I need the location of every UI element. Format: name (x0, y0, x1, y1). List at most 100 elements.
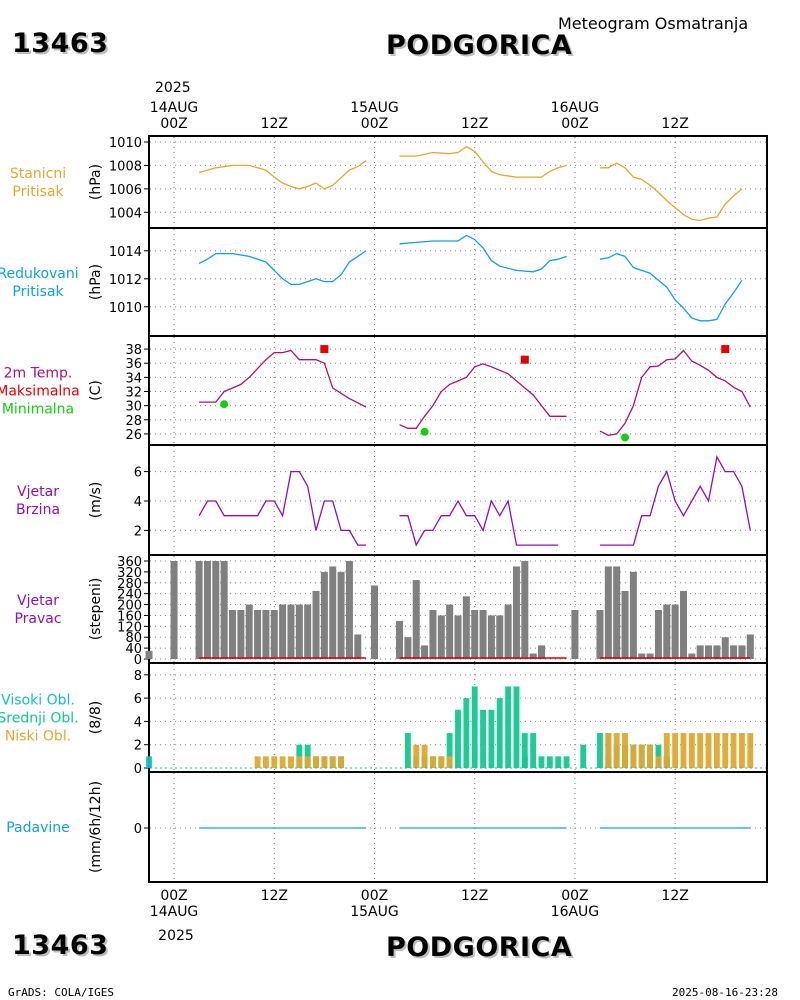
cloud-bar (680, 733, 687, 768)
y-tick-label: 200 (117, 599, 142, 614)
time-label-bottom: 12Z (461, 888, 488, 904)
cloud-bar (271, 756, 278, 768)
y-tick-label: 2 (134, 739, 142, 754)
axis-unit-label: (m/s) (88, 482, 104, 519)
wind-direction-bar (412, 580, 420, 659)
wind-direction-bar (504, 604, 512, 659)
cloud-bar (463, 698, 470, 768)
series-line-temperature (399, 363, 567, 429)
wind-direction-bar (613, 566, 621, 659)
tmin-marker (420, 427, 429, 436)
wind-direction-bar (621, 590, 629, 659)
wind-direction-bar (604, 566, 612, 659)
series-line-pressure-station (198, 160, 367, 190)
panel-title: Niski Obl. (5, 729, 71, 745)
y-tick-label: 4 (134, 715, 142, 730)
time-label-top: 00Z (561, 116, 588, 132)
wind-direction-bar (220, 561, 228, 659)
panel-title: Stanicni (10, 166, 66, 182)
y-tick-label: 4 (134, 495, 142, 510)
time-label-top: 12Z (461, 116, 488, 132)
cloud-bar (597, 733, 603, 768)
wind-direction-bar (421, 645, 429, 659)
wind-direction-bar (487, 615, 495, 659)
y-tick-label: 28 (125, 414, 142, 429)
cloud-bar (638, 744, 645, 768)
cloud-bar (730, 733, 737, 768)
panel-title: Visoki Obl. (1, 693, 75, 709)
cloud-bar (580, 744, 587, 768)
time-label-top: 12Z (261, 116, 288, 132)
wind-direction-bar (145, 650, 153, 659)
time-label-bottom: 00Z (160, 888, 187, 904)
wind-direction-bar (671, 604, 679, 659)
wind-direction-bar (654, 610, 662, 659)
cloud-bar (513, 686, 520, 768)
cloud-bar (421, 744, 428, 768)
wind-direction-bar (663, 604, 671, 659)
cloud-bar (313, 756, 319, 768)
wind-direction-bar (262, 610, 270, 659)
panel-frame-pressure-reduced (148, 227, 768, 337)
wind-direction-bar (462, 596, 470, 659)
wind-direction-bar (295, 604, 303, 659)
panel-title: 2m Temp. (4, 366, 73, 382)
cloud-bar (146, 756, 152, 768)
footer-credit: GrADS: COLA/IGES (8, 986, 114, 999)
y-tick-label: 32 (125, 386, 142, 401)
cloud-bar (296, 744, 303, 768)
cloud-bar (747, 733, 754, 768)
cloud-bar (262, 756, 269, 768)
cloud-bar (413, 744, 420, 768)
series-line-pressure-station (600, 162, 743, 222)
wind-direction-bar (596, 610, 604, 659)
cloud-bar (430, 756, 436, 768)
panel-title: Maksimalna (0, 384, 80, 400)
wind-direction-bar (496, 615, 504, 659)
cloud-bar (563, 756, 570, 768)
panel-title: Pravac (14, 611, 61, 627)
y-tick-label: 8 (134, 669, 142, 684)
cloud-bar (647, 744, 654, 768)
cloud-bar (722, 733, 729, 768)
cloud-bar (705, 733, 712, 768)
panel-title: Pritisak (12, 184, 64, 200)
cloud-bar (505, 686, 512, 768)
wind-direction-bar (329, 566, 337, 659)
y-tick-label: 1012 (109, 273, 142, 288)
cloud-bar (630, 744, 637, 768)
y-tick-label: 1008 (109, 159, 142, 174)
cloud-bar (697, 733, 704, 768)
year-label-top: 2025 (155, 80, 191, 96)
panel-title: Vjetar (17, 484, 59, 500)
y-tick-label: 280 (117, 577, 142, 592)
time-label-bottom: 12Z (261, 888, 288, 904)
wind-direction-bar (721, 637, 729, 659)
y-tick-label: 1006 (109, 183, 142, 198)
wind-direction-bar (312, 590, 320, 659)
axis-unit-label: (hPa) (88, 164, 104, 200)
cloud-bar (555, 756, 562, 768)
cloud-bar (530, 733, 537, 768)
wind-direction-bar (396, 620, 404, 659)
series-line-wind-speed (399, 499, 559, 547)
cloud-bar (338, 756, 345, 768)
wind-direction-bar (454, 615, 462, 659)
panel-title: Padavine (6, 820, 70, 836)
axis-unit-label: (mm/6h/12h) (88, 781, 104, 873)
y-tick-label: 80 (125, 631, 142, 646)
wind-direction-bar (538, 645, 546, 659)
tmin-marker (220, 400, 229, 409)
panel-title: Brzina (16, 502, 60, 518)
y-tick-label: 160 (117, 609, 142, 624)
meteogram-subtitle: Meteogram Osmatranja (558, 14, 749, 33)
cloud-bar (605, 733, 612, 768)
wind-direction-bar (245, 604, 253, 659)
cloud-bar (321, 756, 328, 768)
wind-direction-bar (688, 653, 696, 659)
panel-frame-precipitation (148, 771, 768, 883)
tmin-marker (621, 433, 630, 442)
wind-direction-bar (512, 566, 520, 659)
station-name-top: PODGORICA (386, 30, 573, 61)
wind-direction-bar (404, 637, 412, 659)
